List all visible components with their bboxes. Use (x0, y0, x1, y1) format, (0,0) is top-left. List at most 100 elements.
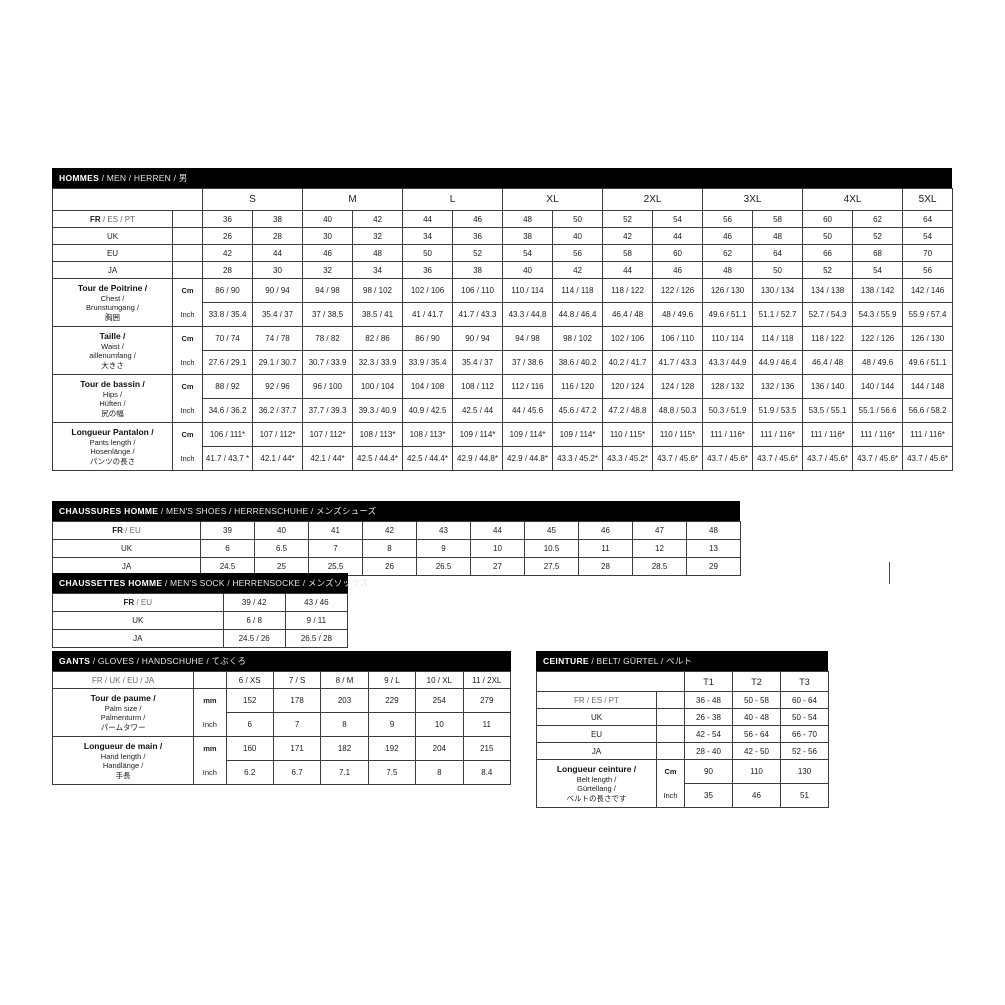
cell-fr-10: 56 (702, 210, 754, 228)
row-label-secondary: / EU (134, 598, 152, 607)
measure-2-inch-7: 45.6 / 47.2 (552, 398, 604, 423)
shoes-cell-0-6: 45 (524, 521, 579, 540)
row-label: FR (123, 598, 135, 607)
row-label: UK (106, 231, 119, 241)
belt-unit-inch: Inch (656, 783, 685, 808)
measure-1-cm-13: 122 / 126 (852, 326, 904, 351)
gloves-1-mm-0: 160 (225, 736, 274, 761)
men-row-eu: EU 42 44 46 48 50 52 54 56 58 60 62 64 66 68 70 (52, 244, 954, 262)
row-label: UK (120, 544, 133, 553)
gloves-measure-label-0: Tour de paume / Palm size / Palmenturm / パー… (51, 688, 195, 737)
cell-fr-6: 48 (502, 210, 554, 228)
row-label-cell: JA (52, 629, 224, 648)
belt-row-unit-2 (656, 725, 685, 743)
men-measure-row-inch-2: Inch 34.6 / 36.2 36.2 / 37.7 37.7 / 39.3 39.… (53, 398, 954, 423)
cell-eu-7: 56 (552, 244, 604, 262)
belt-band-subtitle: / BELT/ GÜRTEL / ベルト (588, 656, 693, 666)
measure-label-3: Longueur Pantalon / Pants length / Hosenlä… (52, 422, 173, 471)
measure-2-inch-14: 56.6 / 58.2 (902, 398, 954, 423)
gloves-0-mm-3: 229 (367, 688, 417, 713)
shoes-cell-0-7: 46 (578, 521, 633, 540)
row-label-cell: UK (52, 227, 173, 245)
cell-eu-5: 52 (452, 244, 504, 262)
gloves-1-inch-1: 6.7 (272, 760, 322, 785)
measure-1-cm-4: 86 / 90 (402, 326, 454, 351)
cell-uk-12: 50 (802, 227, 854, 245)
measure-1-cm-9: 106 / 110 (652, 326, 704, 351)
men-measure-row-cm-2: Tour de bassin / Hips / Hüften / 尻の幅 Cm 88 / … (52, 374, 954, 423)
row-label: UK (132, 616, 144, 625)
cell-eu-0: 42 (202, 244, 253, 262)
cell-ja-11: 50 (752, 261, 804, 279)
measure-1-inch-6: 37 / 38.6 (502, 350, 554, 375)
measure-0-cm-8: 118 / 122 (602, 278, 654, 303)
belt-row-1: UK 26 - 38 40 - 48 50 - 54 (536, 708, 829, 726)
row-label: FR (112, 526, 123, 535)
measure-3-cm-7: 109 / 114* (552, 422, 604, 447)
measure-2-inch-8: 47.2 / 48.8 (602, 398, 654, 423)
gloves-0-inch-1: 7 (272, 712, 322, 737)
gloves-0-inch-0: 6 (225, 712, 274, 737)
belt-row-unit-3 (656, 742, 685, 760)
row-label-cell: JA (52, 261, 173, 279)
socks-cell-1-1: 9 / 11 (284, 611, 349, 630)
measure-1-cm-11: 114 / 118 (752, 326, 804, 351)
gloves-1-mm-4: 204 (415, 736, 464, 761)
row-label: EU (106, 248, 119, 258)
gloves-table-band: GANTS / GLOVES / HANDSCHUHE / てぶくろ (52, 651, 511, 671)
measure-title-de: aillenumfang / (89, 351, 136, 361)
measure-0-cm-10: 126 / 130 (702, 278, 754, 303)
belt-cell-3-2: 52 - 56 (780, 742, 829, 760)
socks-cell-0-0: 39 / 42 (222, 593, 286, 612)
gloves-1-inch-2: 7.1 (320, 760, 369, 785)
socks-cell-0-1: 43 / 46 (284, 593, 349, 612)
socks-cell-1-0: 6 / 8 (222, 611, 286, 630)
measure-2-cm-13: 140 / 144 (852, 374, 904, 399)
measure-0-inch-12: 52.7 / 54.3 (802, 302, 854, 327)
cell-ja-1: 30 (251, 261, 304, 279)
measure-0-inch-10: 49.6 / 51.1 (702, 302, 754, 327)
row-label-secondary: / ES / PT (100, 214, 135, 224)
cell-fr-5: 46 (452, 210, 504, 228)
measure-label-0: Tour de Poitrine / Chest / Brunstumgang / 胸… (52, 278, 173, 327)
measure-1-cm-5: 90 / 94 (452, 326, 504, 351)
measure-1-inch-2: 30.7 / 33.9 (302, 350, 354, 375)
measure-3-inch-8: 43.3 / 45.2* (602, 446, 654, 471)
measure-1-inch-4: 33.9 / 35.4 (402, 350, 454, 375)
measure-title-en: Palm size / (104, 703, 142, 713)
socks-band-subtitle: / MEN'S SOCK / HERRENSOCKE / メンズソックス (162, 578, 369, 588)
measure-1-inch-0: 27.6 / 29.1 (202, 350, 253, 375)
measure-2-inch-5: 42.5 / 44 (452, 398, 504, 423)
measure-0-inch-0: 33.8 / 35.4 (202, 302, 253, 327)
measure-2-cm-0: 88 / 92 (202, 374, 253, 399)
belt-inch-1: 46 (732, 783, 781, 808)
measure-label-2: Tour de bassin / Hips / Hüften / 尻の幅 (52, 374, 173, 423)
measure-title-en: Hips / (102, 389, 123, 399)
shoes-cell-0-2: 41 (308, 521, 363, 540)
unit-inch-3: Inch (172, 446, 203, 471)
belt-cell-0-1: 50 - 58 (732, 691, 781, 709)
shoes-row-uk: UK 6 6.5 7 8 9 10 10.5 11 12 13 (52, 539, 741, 558)
shoes-cell-0-8: 47 (632, 521, 687, 540)
measure-1-cm-8: 102 / 106 (602, 326, 654, 351)
gloves-unit-inch-1: Inch (193, 760, 227, 785)
measure-3-cm-12: 111 / 116* (802, 422, 854, 447)
measure-2-cm-11: 132 / 136 (752, 374, 804, 399)
cell-eu-12: 66 (802, 244, 854, 262)
measure-2-cm-14: 144 / 148 (902, 374, 954, 399)
cell-uk-5: 36 (452, 227, 504, 245)
measure-3-inch-4: 42.5 / 44.4* (402, 446, 454, 471)
gloves-0-mm-2: 203 (320, 688, 369, 713)
measure-1-cm-6: 94 / 98 (502, 326, 554, 351)
gloves-0-inch-4: 10 (415, 712, 464, 737)
gloves-1-mm-1: 171 (272, 736, 322, 761)
row-label: JA (107, 265, 118, 275)
cell-eu-11: 64 (752, 244, 804, 262)
measure-3-inch-3: 42.5 / 44.4* (352, 446, 404, 471)
cell-fr-2: 40 (302, 210, 354, 228)
socks-row-fr: FR / EU 39 / 42 43 / 46 (52, 593, 349, 612)
measure-3-cm-10: 111 / 116* (702, 422, 754, 447)
men-measure-row-cm-3: Longueur Pantalon / Pants length / Hosenlä… (52, 422, 954, 471)
